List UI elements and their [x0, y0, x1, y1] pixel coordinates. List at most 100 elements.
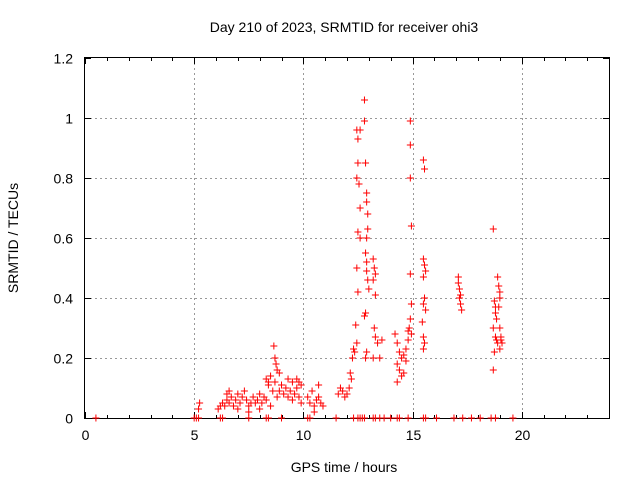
data-point-marker	[406, 117, 414, 125]
data-point-marker	[345, 384, 353, 392]
data-point-marker	[457, 300, 465, 308]
data-point-marker	[271, 378, 279, 386]
data-point-marker	[343, 390, 351, 398]
data-point-marker	[284, 375, 292, 383]
x-tick-label: 15	[406, 427, 422, 443]
data-point-marker	[406, 174, 414, 182]
data-point-marker	[421, 294, 429, 302]
data-point-marker	[422, 414, 430, 422]
data-point-marker	[354, 288, 362, 296]
data-point-marker	[363, 258, 371, 266]
data-point-marker	[356, 126, 364, 134]
data-point-marker	[391, 330, 399, 338]
data-point-marker	[351, 348, 359, 356]
data-point-marker	[400, 369, 408, 377]
data-point-marker	[282, 384, 290, 392]
data-point-marker	[273, 393, 281, 401]
y-tick-label: 0.2	[54, 351, 74, 367]
data-point-marker	[297, 399, 305, 407]
x-tick-label: 5	[191, 427, 199, 443]
data-point-marker	[370, 324, 378, 332]
plot-frame	[84, 57, 610, 419]
data-point-marker	[310, 402, 318, 410]
data-point-marker	[262, 396, 270, 404]
data-point-marker	[306, 414, 314, 422]
data-point-marker	[421, 339, 429, 347]
data-point-marker	[350, 345, 358, 353]
data-point-marker	[278, 414, 285, 422]
data-point-marker	[459, 414, 467, 422]
data-point-marker	[310, 408, 318, 416]
data-point-marker	[225, 387, 233, 395]
data-point-marker	[353, 339, 361, 347]
grid-lines	[85, 58, 609, 418]
data-point-marker	[360, 96, 368, 104]
y-tick-label: 0.6	[54, 231, 74, 247]
data-point-marker	[490, 297, 498, 305]
data-point-marker	[454, 279, 462, 287]
data-point-marker	[491, 309, 499, 317]
data-point-marker	[419, 300, 427, 308]
data-point-marker	[406, 270, 414, 278]
data-point-marker	[243, 396, 251, 404]
data-point-marker	[362, 354, 370, 362]
data-point-marker	[371, 333, 379, 341]
data-point-marker	[370, 264, 378, 272]
data-point-marker	[278, 381, 285, 389]
data-point-marker	[339, 387, 347, 395]
data-point-marker	[393, 378, 401, 386]
data-point-marker	[406, 315, 414, 323]
data-point-marker	[253, 396, 261, 404]
data-point-marker	[371, 291, 379, 299]
data-point-marker	[245, 408, 253, 416]
data-point-marker	[405, 324, 413, 332]
data-point-marker	[288, 378, 296, 386]
data-point-marker	[422, 267, 430, 275]
y-axis-label: SRMTID / TECUs	[5, 183, 21, 293]
data-point-marker	[374, 339, 382, 347]
data-point-marker	[495, 282, 503, 290]
data-point-marker	[346, 369, 354, 377]
data-point-marker	[364, 225, 372, 233]
x-tick-label: 10	[296, 427, 312, 443]
data-point-marker	[362, 249, 370, 257]
data-point-marker	[393, 339, 401, 347]
data-point-marker	[221, 402, 229, 410]
y-tick-label: 0.8	[54, 171, 74, 187]
y-tick-label: 0.4	[54, 291, 74, 307]
data-point-marker	[419, 345, 427, 353]
data-point-marker	[489, 225, 497, 233]
data-point-marker	[395, 348, 403, 356]
data-point-marker	[419, 255, 427, 263]
data-point-marker	[249, 393, 257, 401]
data-point-marker	[393, 360, 401, 368]
data-point-marker	[363, 198, 371, 206]
data-point-marker	[270, 342, 278, 350]
data-point-marker	[264, 378, 272, 386]
data-points	[92, 96, 517, 422]
data-point-marker	[455, 294, 463, 302]
data-point-marker	[407, 330, 415, 338]
data-point-marker	[332, 414, 340, 422]
data-point-marker	[493, 315, 501, 323]
data-point-marker	[489, 366, 497, 374]
data-point-marker	[369, 255, 377, 263]
data-point-marker	[225, 399, 233, 407]
data-point-marker	[454, 273, 462, 281]
data-point-marker	[380, 414, 388, 422]
data-point-marker	[422, 306, 430, 314]
data-point-marker	[304, 393, 312, 401]
data-point-marker	[476, 414, 484, 422]
data-point-marker	[490, 348, 498, 356]
data-point-marker	[264, 414, 272, 422]
data-point-marker	[232, 396, 240, 404]
data-point-marker	[496, 288, 504, 296]
data-point-marker	[227, 393, 235, 401]
data-point-marker	[418, 318, 426, 326]
data-point-marker	[352, 321, 360, 329]
data-point-marker	[196, 399, 204, 407]
data-point-marker	[406, 141, 414, 149]
data-point-marker	[308, 387, 316, 395]
data-point-marker	[293, 384, 301, 392]
